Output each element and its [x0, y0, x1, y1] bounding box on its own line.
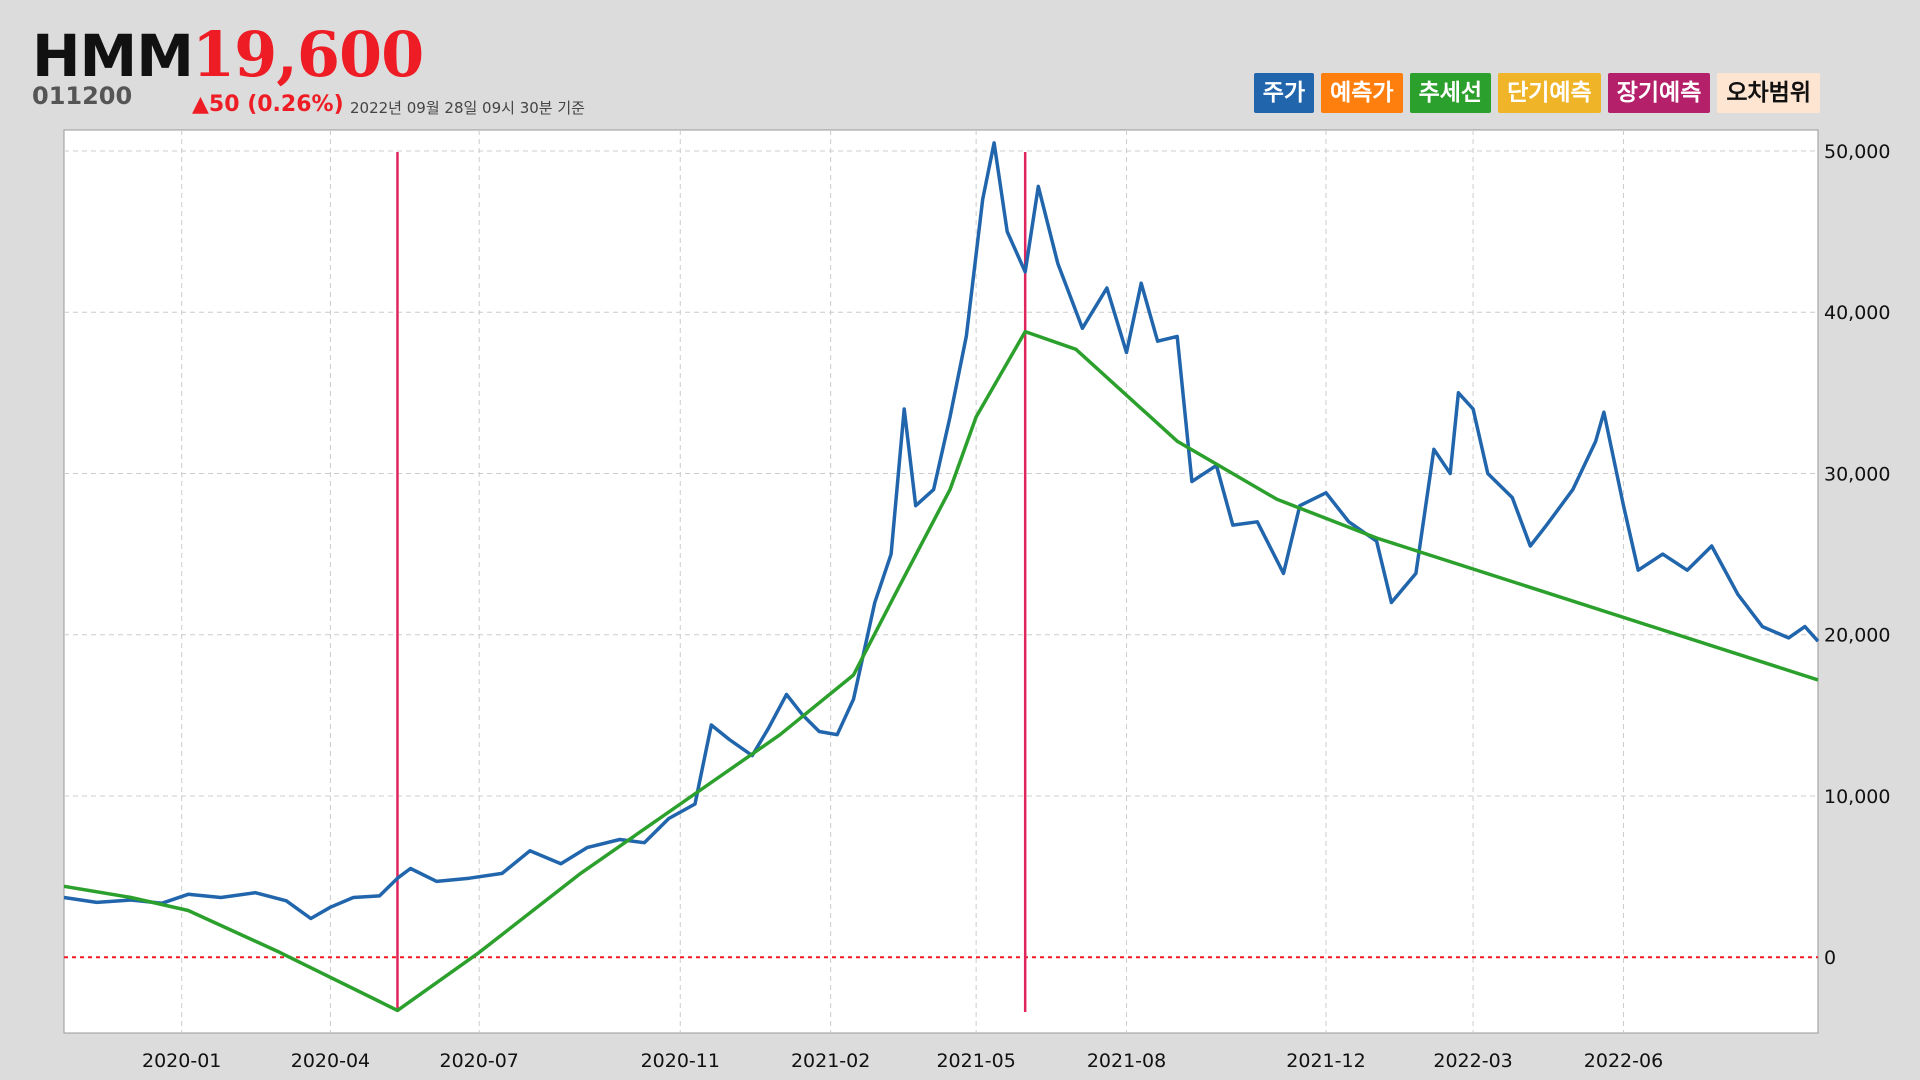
y-tick-label: 50,000 [1824, 141, 1890, 163]
y-tick-label: 10,000 [1824, 786, 1890, 808]
price-series-line [63, 141, 1820, 921]
x-tick-label: 2020-07 [440, 1050, 519, 1072]
plot-area [63, 129, 1819, 1034]
x-tick-label: 2021-02 [791, 1050, 870, 1072]
grid-lines [64, 130, 1818, 1033]
trend-series-line [63, 329, 1819, 1013]
legend-long-term[interactable]: 장기예측 [1607, 73, 1711, 113]
current-price: 19,600 [192, 18, 424, 91]
y-axis: 0 10,000 20,000 30,000 40,000 50,000 [1824, 141, 1890, 969]
stock-header: HMM 19,600 011200 ▲50 (0.26%) 2022년 09월 … [0, 0, 1920, 130]
x-axis: 2020-01 2020-04 2020-07 2020-11 2021-02 2021-… [142, 1050, 1663, 1072]
legend-price[interactable]: 주가 [1253, 73, 1315, 113]
x-tick-label: 2021-08 [1087, 1050, 1166, 1072]
x-tick-label: 2020-01 [142, 1050, 221, 1072]
x-tick-label: 2021-05 [936, 1050, 1015, 1072]
legend-error-range[interactable]: 오차범위 [1717, 73, 1820, 113]
y-tick-label: 30,000 [1824, 463, 1890, 485]
y-tick-label: 40,000 [1824, 302, 1890, 324]
x-tick-label: 2022-06 [1584, 1050, 1663, 1072]
chart-legend: 주가 예측가 추세선 단기예측 장기예측 오차범위 [1253, 73, 1820, 113]
stock-code: 011200 [32, 82, 133, 110]
price-change: ▲50 (0.26%) [192, 92, 344, 117]
legend-short-term[interactable]: 단기예측 [1498, 73, 1601, 113]
as-of-timestamp: 2022년 09월 28일 09시 30분 기준 [350, 99, 585, 117]
legend-trendline[interactable]: 추세선 [1409, 73, 1492, 113]
stock-name: HMM [32, 22, 194, 90]
x-tick-label: 2020-04 [291, 1050, 370, 1072]
x-tick-label: 2021-12 [1286, 1050, 1365, 1072]
y-tick-label: 0 [1824, 947, 1836, 969]
legend-forecast[interactable]: 예측가 [1321, 73, 1403, 113]
x-tick-label: 2020-11 [641, 1050, 720, 1072]
y-tick-label: 20,000 [1824, 625, 1890, 647]
series-layer [63, 141, 1820, 1013]
x-tick-label: 2022-03 [1433, 1050, 1512, 1072]
